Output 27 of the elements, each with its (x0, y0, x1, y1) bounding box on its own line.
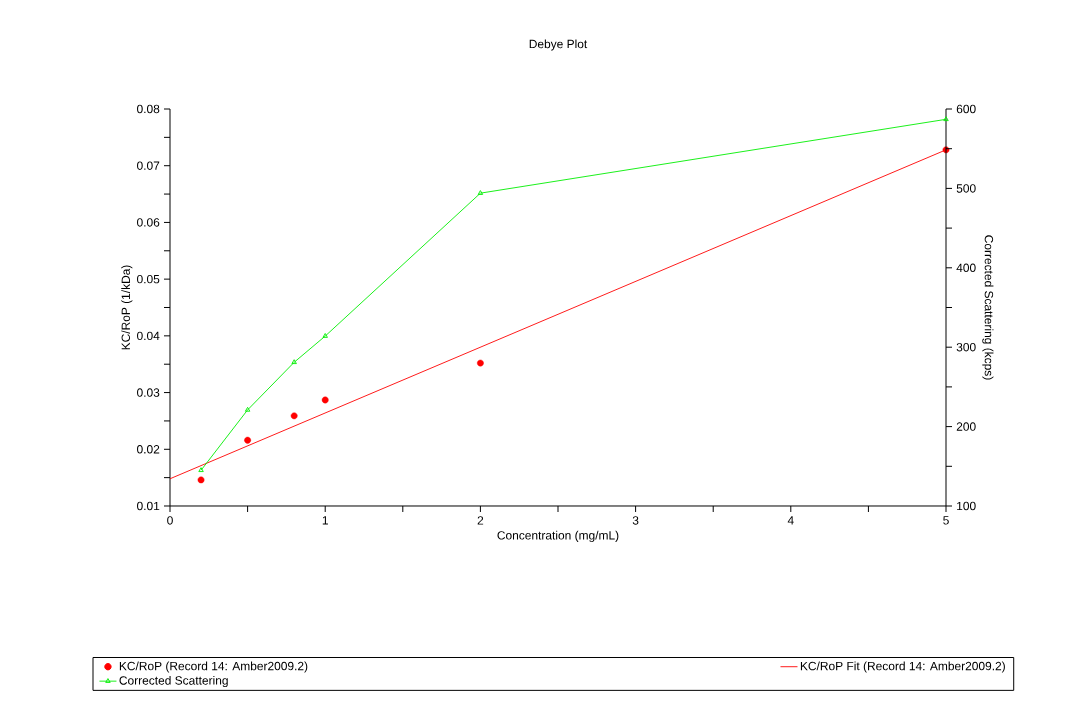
y-axis-title: KC/RoP (1/kDa) (121, 265, 133, 350)
x-tick-label: 2 (477, 516, 484, 525)
x-tick-label: 4 (787, 516, 794, 525)
y-tick-label: 0.03 (137, 388, 160, 397)
x-tick-label: 3 (632, 516, 639, 525)
y2-tick-label: 600 (956, 104, 976, 114)
x-axis-title: Concentration (mg/mL) (497, 530, 619, 542)
y2-tick-label: 300 (956, 342, 976, 352)
y-tick-label: 0.06 (137, 218, 160, 227)
x-tick-label: 1 (322, 516, 328, 525)
y-tick-label: 0.04 (137, 331, 160, 341)
y2-tick-label: 200 (956, 422, 976, 431)
x-tick-label: 0 (167, 516, 173, 525)
y-tick-label: 0.05 (137, 274, 160, 284)
legend-label: KC/RoP (Record 14: Amber2009.2) (119, 661, 308, 673)
y-tick-label: 0.01 (137, 501, 160, 511)
legend-label: Corrected Scattering (119, 675, 228, 688)
y2-tick-label: 400 (956, 263, 976, 273)
legend-label: KC/RoP Fit (Record 14: Amber2009.2) (800, 661, 1005, 673)
chart-title: Debye Plot (529, 39, 588, 51)
y2-tick-label: 100 (957, 501, 976, 511)
y-tick-label: 0.02 (137, 445, 160, 454)
y-tick-label: 0.07 (137, 161, 160, 170)
y2-axis-title: Corrected Scattering (kcps) (982, 235, 994, 380)
x-tick-label: 5 (943, 516, 949, 525)
y2-tick-label: 500 (956, 184, 976, 193)
y-tick-label: 0.08 (137, 104, 160, 114)
